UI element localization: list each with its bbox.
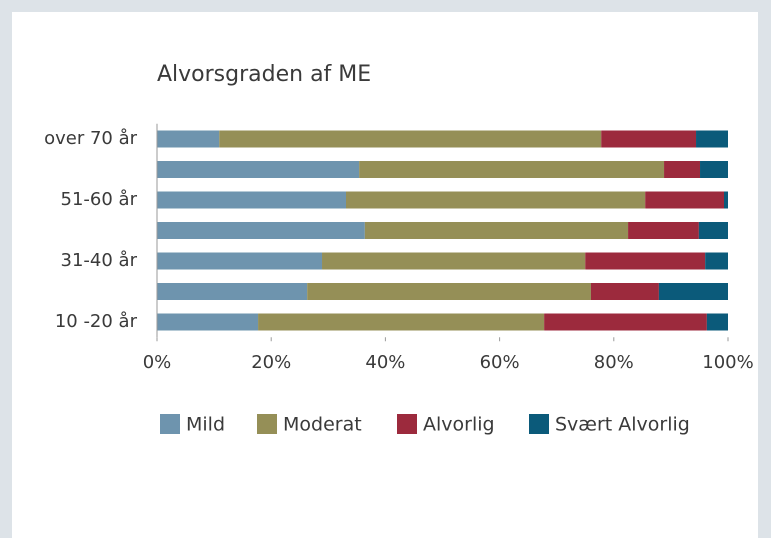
y-tick-label: 31-40 år <box>61 250 138 271</box>
x-tick-label: 20% <box>251 352 291 373</box>
bar-segment <box>346 191 646 209</box>
bar-segment <box>219 130 602 148</box>
legend-swatch <box>529 414 549 434</box>
bar-segment <box>157 161 360 178</box>
bar-segment <box>590 283 659 300</box>
bar-segment <box>724 191 728 209</box>
bar-segment <box>307 283 591 300</box>
bar-segment <box>705 252 728 270</box>
bar-segment <box>157 191 347 209</box>
x-tick-label: 80% <box>594 352 634 373</box>
legend-label: Svært Alvorlig <box>555 414 690 436</box>
bar-segment <box>628 222 699 239</box>
bar-segment <box>157 252 323 270</box>
chart-title: Alvorsgraden af ME <box>157 62 371 87</box>
legend-swatch <box>397 414 417 434</box>
bar-segment <box>700 161 728 178</box>
bar-segment <box>157 222 365 239</box>
bar-segment <box>698 222 728 239</box>
bar-segment <box>706 313 728 331</box>
x-tick-label: 100% <box>702 352 753 373</box>
bar-segment <box>359 161 665 178</box>
bar-segment <box>696 130 728 148</box>
bar-segment <box>157 130 220 148</box>
bar-segment <box>157 283 308 300</box>
legend-label: Moderat <box>283 414 362 436</box>
bar-segment <box>258 313 545 331</box>
bar-segment <box>322 252 586 270</box>
bar-segment <box>364 222 629 239</box>
legend-swatch <box>160 414 180 434</box>
bar-segment <box>645 191 725 209</box>
bar-segment <box>601 130 697 148</box>
bar-segment <box>157 313 259 331</box>
x-tick-label: 60% <box>480 352 520 373</box>
y-tick-label: 10 -20 år <box>55 311 138 332</box>
panel <box>12 12 758 538</box>
legend-label: Mild <box>186 414 225 436</box>
bar-segment <box>585 252 706 270</box>
bar-segment <box>544 313 707 331</box>
bar-segment <box>658 283 728 300</box>
x-tick-label: 40% <box>365 352 405 373</box>
legend-swatch <box>257 414 277 434</box>
x-tick-label: 0% <box>143 352 172 373</box>
y-tick-label: over 70 år <box>44 128 138 149</box>
bar-segment <box>664 161 701 178</box>
y-tick-label: 51-60 år <box>61 189 138 210</box>
legend-label: Alvorlig <box>423 414 495 436</box>
